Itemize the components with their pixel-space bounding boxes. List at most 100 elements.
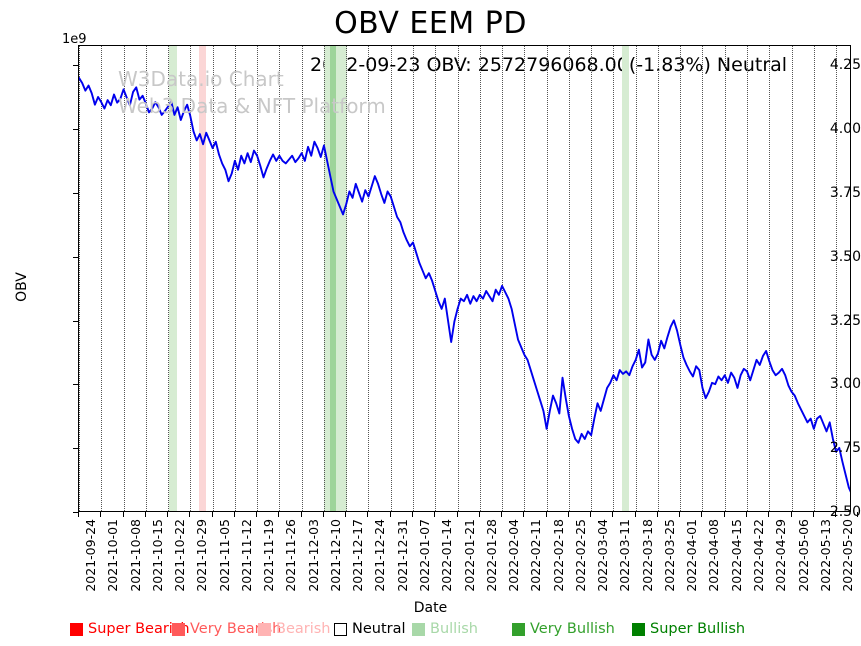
vertical-gridline [368,46,370,511]
x-tick-mark [812,512,814,517]
x-tick-label: 2022-02-18 [550,519,566,592]
x-tick-mark [122,512,124,517]
x-tick-label: 2022-04-15 [728,519,744,592]
plot-area [78,45,851,512]
legend-label: Very Bullish [530,621,615,637]
x-tick-label: 2021-12-17 [350,519,366,592]
chart-subtitle: 2022-09-23 OBV: 2572796068.00(-1.83%) Ne… [310,54,788,76]
x-tick-label: 2021-11-12 [238,519,254,592]
legend-item-bullish[interactable]: Bullish [412,619,478,639]
y-tick-label: 4.00 [829,121,861,138]
x-tick-mark [167,512,169,517]
x-tick-label: 2022-03-25 [661,519,677,592]
x-tick-label: 2022-04-08 [706,519,722,592]
legend-swatch-icon [258,622,271,636]
x-tick-mark [523,512,525,517]
legend-swatch-icon [632,622,645,636]
x-tick-label: 2022-01-21 [461,519,477,592]
vertical-gridline [613,46,615,511]
highlight-band-bullish [169,46,177,511]
y-tick-mark [73,129,78,131]
vertical-gridline [502,46,504,511]
x-tick-mark [768,512,770,517]
y-tick-label: 3.50 [829,248,861,265]
x-tick-label: 2022-05-13 [817,519,833,592]
x-tick-mark [701,512,703,517]
highlight-band-bullish [336,46,347,511]
obv-polyline [79,76,850,493]
x-tick-label: 2022-02-25 [572,519,588,592]
x-tick-mark [211,512,213,517]
vertical-gridline [413,46,414,511]
highlight-band-bullish [324,46,330,511]
vertical-gridline [724,46,726,511]
x-tick-mark [434,512,436,517]
x-tick-label: 2021-11-26 [283,519,299,592]
x-tick-mark [590,512,592,517]
x-tick-mark [389,512,391,517]
legend-item-neutral[interactable]: Neutral [334,619,406,639]
x-tick-label: 2022-01-28 [483,519,499,592]
x-tick-mark [456,512,458,517]
x-tick-label: 2021-10-29 [194,519,210,592]
x-tick-label: 2021-12-31 [394,519,410,592]
vertical-gridline [279,46,281,511]
vertical-gridline [346,46,348,511]
legend-item-very-bullish[interactable]: Very Bullish [512,619,615,639]
legend-swatch-icon [172,622,185,636]
x-tick-label: 2021-12-24 [372,519,388,592]
x-tick-label: 2022-01-07 [417,519,432,592]
y-axis-offset-label: 1e9 [62,32,87,47]
x-tick-label: 2022-02-11 [528,519,544,592]
y-tick-mark [73,193,78,194]
x-axis-title: Date [413,600,448,616]
x-tick-mark [78,512,79,517]
vertical-gridline [168,46,170,511]
x-tick-label: 2022-05-20 [840,519,856,592]
x-tick-label: 2021-11-05 [216,519,232,592]
vertical-gridline [457,46,459,511]
vertical-gridline [524,46,526,511]
x-tick-mark [300,512,302,517]
vertical-gridline [769,46,771,511]
legend-item-super-bullish[interactable]: Super Bullish [632,619,745,639]
legend-swatch-icon [412,622,425,636]
x-tick-label: 2022-02-04 [506,519,522,592]
vertical-gridline [702,46,704,511]
x-tick-mark [412,512,413,517]
vertical-gridline [747,46,749,511]
y-tick-label: 4.25 [829,57,861,74]
vertical-gridline [635,46,637,511]
vertical-gridline [234,46,236,511]
x-tick-mark [679,512,681,517]
vertical-gridline [79,46,80,511]
x-tick-mark [656,512,658,517]
x-tick-mark [478,512,480,517]
vertical-gridline [479,46,481,511]
x-tick-mark [634,512,636,517]
legend-label: Super Bearish [88,621,190,637]
highlight-band-bearish [199,46,206,511]
x-tick-label: 2022-04-29 [773,519,789,592]
y-tick-label: 3.25 [829,312,861,329]
legend-item-super-bearish[interactable]: Super Bearish [70,619,190,639]
y-tick-label: 2.75 [829,440,861,457]
vertical-gridline [123,46,125,511]
legend-label: Bullish [430,621,478,637]
x-tick-mark [501,512,503,517]
legend-label: Super Bullish [650,621,746,637]
vertical-gridline [680,46,682,511]
y-tick-mark [73,512,78,513]
y-tick-label: 3.75 [829,185,861,201]
x-tick-mark [100,512,102,517]
x-tick-label: 2022-03-04 [595,519,611,592]
x-tick-mark [612,512,614,517]
vertical-gridline [101,46,103,511]
vertical-gridline [145,46,147,511]
x-tick-label: 2022-01-14 [439,519,455,592]
legend-item-bearish[interactable]: Bearish [258,619,331,639]
vertical-gridline [301,46,303,511]
vertical-gridline [591,46,593,511]
x-tick-mark [746,512,748,517]
